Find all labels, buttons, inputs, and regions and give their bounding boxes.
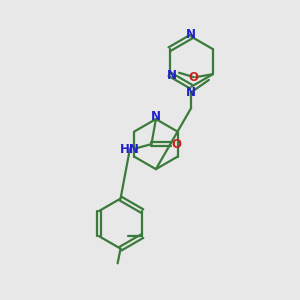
Text: O: O [171, 138, 181, 151]
Text: HN: HN [120, 143, 140, 157]
Text: N: N [186, 86, 196, 99]
Text: O: O [189, 70, 199, 84]
Text: N: N [151, 110, 161, 123]
Text: N: N [167, 69, 177, 82]
Text: N: N [186, 28, 196, 41]
